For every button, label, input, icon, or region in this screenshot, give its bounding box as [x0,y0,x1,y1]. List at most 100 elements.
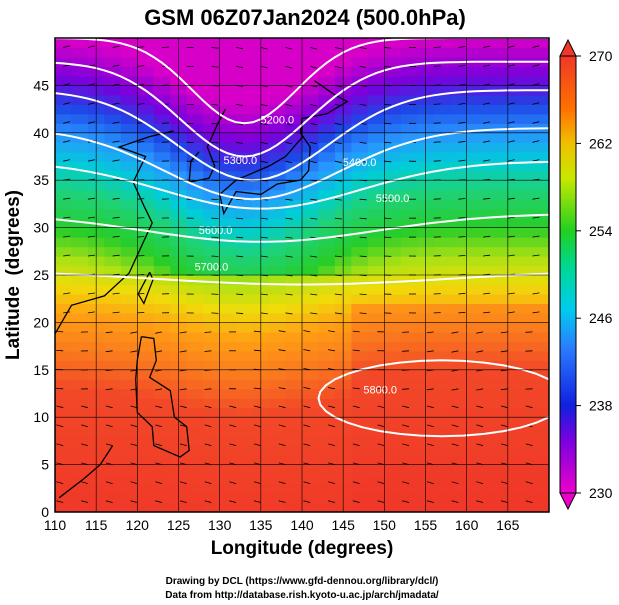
field-cell [318,275,336,286]
streamline-arrow [483,102,491,105]
field-cell [55,246,73,257]
field-cell [367,94,385,105]
streamline-arrow [278,443,286,446]
field-cell [186,293,204,305]
field-cell [104,360,122,371]
field-cell [219,180,237,191]
streamline-arrow [507,121,515,124]
field-cell [384,303,402,314]
streamline-arrow [87,45,95,48]
field-cell [532,180,549,191]
field-cell [104,104,122,115]
field-cell [367,322,385,333]
field-cell [120,189,138,200]
field-cell [203,474,221,485]
field-cell [466,151,484,162]
field-cell [417,360,435,371]
field-cell [516,303,534,314]
field-cell [186,161,204,172]
streamline-arrow [204,388,212,390]
streamline-arrow [204,481,212,484]
field-cell [71,170,89,181]
field-cell [400,331,418,342]
field-cell [186,56,204,68]
field-cell [532,132,549,143]
coastline [135,335,190,458]
field-cell [71,113,89,124]
field-cell [400,38,418,49]
field-cell [532,66,549,77]
field-cell [219,237,237,248]
field-cell [186,426,204,437]
streamline-arrow [254,443,261,446]
field-cell [219,379,237,390]
field-cell [71,161,89,172]
field-cell [269,94,287,105]
field-cell [400,47,418,58]
field-cell [367,142,385,153]
field-cell [285,322,303,333]
field-cell [351,113,369,124]
field-cell [55,85,73,96]
field-cell [170,132,188,143]
field-cell [367,331,385,342]
field-cell [466,142,484,153]
field-cell [499,426,517,437]
field-cell [170,256,188,267]
field-cell [104,199,122,210]
field-cell [153,464,171,475]
field-cell [483,170,501,181]
field-cell [499,38,517,49]
field-cell [417,123,435,134]
field-cell [367,123,385,134]
field-cell [170,493,188,504]
field-cell [285,275,303,286]
streamline-arrow [402,500,410,503]
streamline-arrow [303,500,311,503]
field-cell [71,208,89,219]
field-cell [236,417,254,428]
field-cell [351,218,369,229]
field-cell [499,331,517,342]
field-cell [203,38,221,49]
field-cell [170,123,188,134]
field-cell [170,312,188,323]
field-cell [55,113,73,124]
streamline-arrow [483,45,491,48]
field-cell [384,436,402,447]
streamline-arrow [303,349,311,352]
field-cell [516,256,534,267]
field-cell [417,284,435,295]
streamline-arrow [229,405,237,409]
field-cell [170,341,188,352]
field-cell [71,493,89,504]
field-cell [153,303,171,314]
streamline-arrow [105,500,113,503]
field-cell [433,123,451,134]
field-cell [219,132,237,143]
field-cell [466,407,484,418]
field-cell [466,502,484,512]
field-cell [367,85,385,96]
field-cell [219,331,237,342]
field-cell [499,113,517,124]
field-cell [285,331,303,342]
field-cell [450,284,468,295]
streamline-arrow [179,443,187,446]
streamline-arrow [112,45,120,48]
field-cell [236,360,254,371]
field-cell [153,104,171,115]
field-cell [71,151,89,162]
field-cell [450,142,468,153]
field-cell [302,104,320,115]
field-cell [450,189,468,200]
field-cell [71,38,89,49]
field-cell [499,502,517,512]
streamline-arrow [525,481,533,484]
field-cell [186,208,204,219]
field-cell [499,464,517,475]
field-cell [466,417,484,428]
field-cell [433,75,451,86]
field-cell [400,379,418,390]
field-cell [417,85,435,96]
